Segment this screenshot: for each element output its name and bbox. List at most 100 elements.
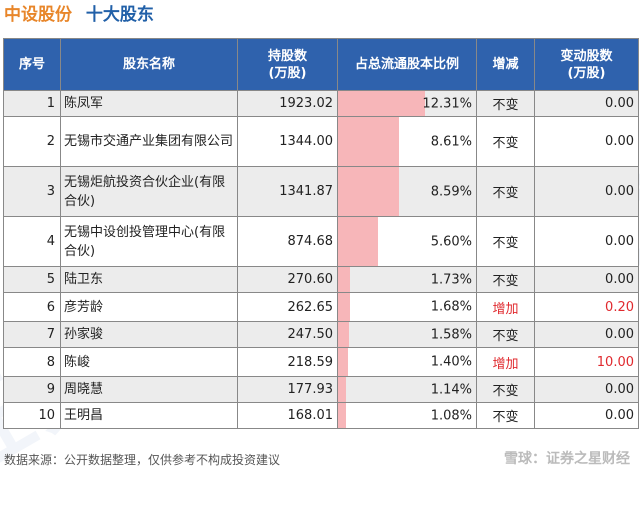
ratio-cell: 5.60% xyxy=(337,216,477,267)
ratio-cell: 1.58% xyxy=(337,321,477,348)
ratio-cell: 1.14% xyxy=(337,376,477,403)
table-row: 5 陆卫东 270.60 1.73% 不变 0.00 xyxy=(3,266,639,293)
ratio-cell: 1.68% xyxy=(337,292,477,322)
change-status: 不变 xyxy=(476,321,535,348)
ratio-value: 1.14% xyxy=(430,382,472,397)
shares-held: 177.93 xyxy=(237,376,338,403)
shares-held: 218.59 xyxy=(237,347,338,377)
change-shares: 0.00 xyxy=(534,116,639,167)
col-header-change: 增减 xyxy=(476,38,535,91)
change-shares: 0.00 xyxy=(534,402,639,429)
ratio-cell: 8.59% xyxy=(337,166,477,217)
table-body: 1 陈凤军 1923.02 12.31% 不变 0.00 2 无锡市交通产业集团有限公司 134… xyxy=(3,90,639,429)
shares-held: 168.01 xyxy=(237,402,338,429)
ratio-bar xyxy=(338,322,350,347)
change-shares: 0.00 xyxy=(534,266,639,293)
page-title: 中设股份 十大股东 xyxy=(4,4,154,28)
row-index: 7 xyxy=(3,321,61,348)
change-status: 增加 xyxy=(476,292,535,322)
shareholder-name: 陈凤军 xyxy=(60,90,238,117)
ratio-value: 8.59% xyxy=(430,184,472,199)
ratio-bar xyxy=(338,348,348,376)
ratio-value: 1.40% xyxy=(430,354,472,370)
col-header-delta: 变动股数 (万股) xyxy=(534,38,639,91)
row-index: 9 xyxy=(3,376,61,403)
shareholder-name: 陈峻 xyxy=(60,347,238,377)
row-index: 4 xyxy=(3,216,61,267)
shareholder-name: 无锡炬航投资合伙企业(有限合伙) xyxy=(60,166,238,217)
change-shares: 0.20 xyxy=(534,292,639,322)
ratio-cell: 8.61% xyxy=(337,116,477,167)
table-row: 8 陈峻 218.59 1.40% 增加 10.00 xyxy=(3,347,639,377)
col-header-name: 股东名称 xyxy=(60,38,238,91)
shareholder-name: 无锡中设创投管理中心(有限合伙) xyxy=(60,216,238,267)
change-status: 不变 xyxy=(476,266,535,293)
ratio-value: 1.58% xyxy=(430,327,472,342)
col-header-index: 序号 xyxy=(3,38,61,91)
change-shares: 0.00 xyxy=(534,376,639,403)
change-shares: 0.00 xyxy=(534,321,639,348)
ratio-value: 8.61% xyxy=(430,134,472,149)
ratio-value: 1.08% xyxy=(430,408,472,423)
ratio-value: 1.68% xyxy=(430,299,472,315)
shares-held: 270.60 xyxy=(237,266,338,293)
shares-held: 1344.00 xyxy=(237,116,338,167)
ratio-cell: 1.40% xyxy=(337,347,477,377)
change-status: 不变 xyxy=(476,402,535,429)
shareholder-table: 序号 股东名称 持股数 (万股) 占总流通股本比例 增减 变动股数 (万股) 1 陈凤军 1923… xyxy=(3,38,639,429)
table-row: 7 孙家骏 247.50 1.58% 不变 0.00 xyxy=(3,321,639,348)
change-shares: 0.00 xyxy=(534,166,639,217)
col-header-shares: 持股数 (万股) xyxy=(237,38,338,91)
ratio-bar xyxy=(338,293,350,321)
data-source-note: 数据来源：公开数据整理，仅供参考不构成投资建议 xyxy=(4,453,281,467)
shareholder-name: 陆卫东 xyxy=(60,266,238,293)
change-status: 不变 xyxy=(476,116,535,167)
table-row: 2 无锡市交通产业集团有限公司 1344.00 8.61% 不变 0.00 xyxy=(3,116,639,167)
row-index: 2 xyxy=(3,116,61,167)
shares-held: 262.65 xyxy=(237,292,338,322)
table-row: 4 无锡中设创投管理中心(有限合伙) 874.68 5.60% 不变 0.00 xyxy=(3,216,639,267)
table-row: 9 周晓慧 177.93 1.14% 不变 0.00 xyxy=(3,376,639,403)
section-title: 十大股东 xyxy=(85,5,154,25)
table-header-row: 序号 股东名称 持股数 (万股) 占总流通股本比例 增减 变动股数 (万股) xyxy=(3,38,639,91)
ratio-bar xyxy=(338,217,378,266)
brand-logo-text: 雪球：证券之星财经 xyxy=(504,451,630,467)
ratio-bar xyxy=(338,167,399,216)
change-shares: 0.00 xyxy=(534,216,639,267)
ratio-value: 5.60% xyxy=(430,234,472,249)
table-row: 10 王明昌 168.01 1.08% 不变 0.00 xyxy=(3,402,639,429)
row-index: 1 xyxy=(3,90,61,117)
shareholder-name: 无锡市交通产业集团有限公司 xyxy=(60,116,238,167)
change-status: 不变 xyxy=(476,90,535,117)
ratio-bar xyxy=(338,117,399,166)
change-status: 增加 xyxy=(476,347,535,377)
ratio-cell: 1.08% xyxy=(337,402,477,429)
ratio-value: 1.73% xyxy=(430,272,472,287)
ratio-cell: 12.31% xyxy=(337,90,477,117)
change-status: 不变 xyxy=(476,216,535,267)
ratio-value: 12.31% xyxy=(422,96,472,111)
change-status: 不变 xyxy=(476,376,535,403)
shares-held: 247.50 xyxy=(237,321,338,348)
company-name: 中设股份 xyxy=(4,5,72,25)
shareholder-name: 彦芳龄 xyxy=(60,292,238,322)
row-index: 6 xyxy=(3,292,61,322)
shares-held: 1341.87 xyxy=(237,166,338,217)
shareholder-name: 周晓慧 xyxy=(60,376,238,403)
change-status: 不变 xyxy=(476,166,535,217)
shares-held: 874.68 xyxy=(237,216,338,267)
ratio-bar xyxy=(338,403,346,428)
ratio-bar xyxy=(338,377,347,402)
row-index: 10 xyxy=(3,402,61,429)
ratio-cell: 1.73% xyxy=(337,266,477,293)
shareholder-name: 王明昌 xyxy=(60,402,238,429)
shares-held: 1923.02 xyxy=(237,90,338,117)
change-shares: 0.00 xyxy=(534,90,639,117)
row-index: 3 xyxy=(3,166,61,217)
row-index: 8 xyxy=(3,347,61,377)
col-header-ratio: 占总流通股本比例 xyxy=(337,38,477,91)
change-shares: 10.00 xyxy=(534,347,639,377)
table-row: 1 陈凤军 1923.02 12.31% 不变 0.00 xyxy=(3,90,639,117)
table-row: 3 无锡炬航投资合伙企业(有限合伙) 1341.87 8.59% 不变 0.00 xyxy=(3,166,639,217)
row-index: 5 xyxy=(3,266,61,293)
